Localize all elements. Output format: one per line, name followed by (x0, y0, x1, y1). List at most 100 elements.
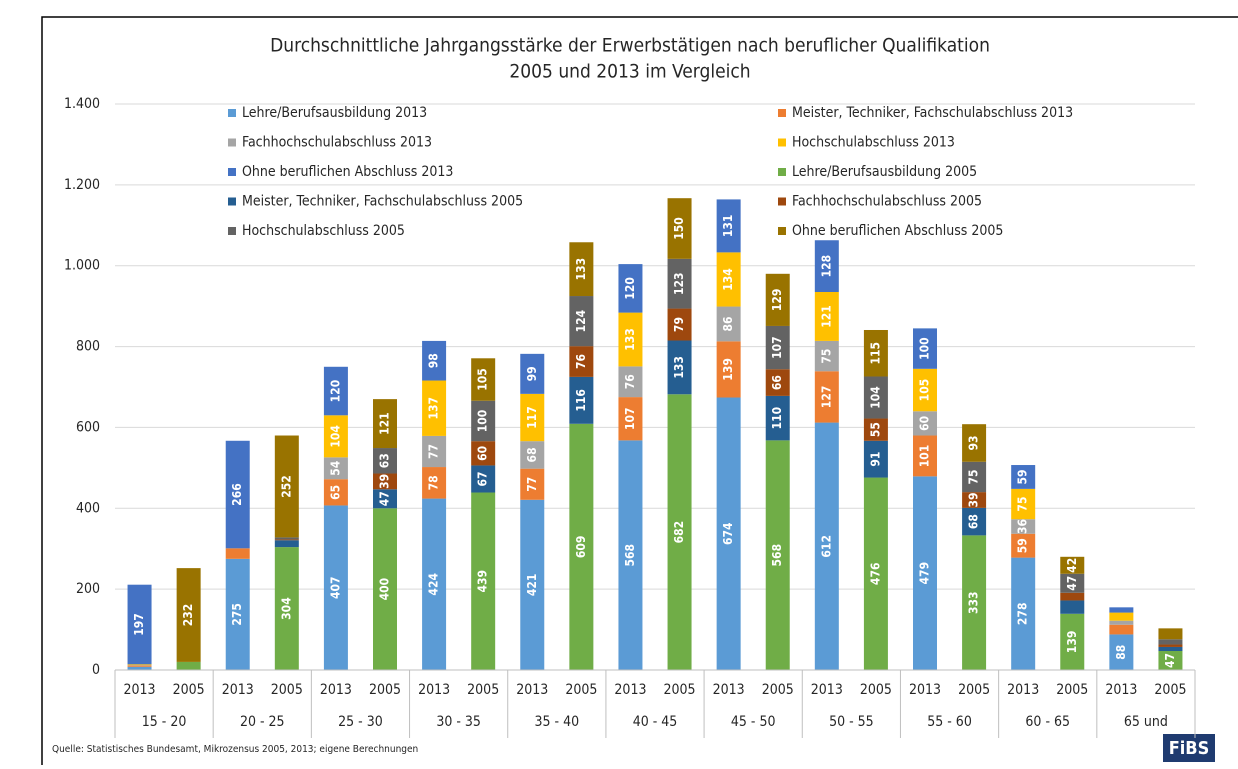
x-tick-label: 2013 (222, 682, 254, 698)
x-tick-label: 2013 (614, 682, 646, 698)
legend-label: Lehre/Berufsausbildung 2013 (242, 105, 427, 121)
bar-segment (1109, 613, 1133, 621)
y-tick-label: 1.000 (64, 258, 100, 274)
group-label: 50 - 55 (829, 714, 874, 730)
value-label: 252 (279, 475, 293, 498)
x-tick-label: 2013 (909, 682, 941, 698)
value-label: 128 (819, 255, 833, 278)
value-label: 76 (574, 354, 588, 369)
value-label: 60 (476, 446, 490, 461)
x-tick-label: 2013 (713, 682, 745, 698)
value-label: 421 (525, 574, 539, 597)
x-tick-label: 2005 (762, 682, 794, 698)
x-tick-label: 2005 (664, 682, 696, 698)
bar-segment (128, 666, 152, 667)
value-label: 77 (525, 477, 539, 492)
x-tick-label: 2005 (958, 682, 990, 698)
legend-swatch (228, 139, 236, 147)
value-label: 100 (918, 337, 932, 360)
value-label: 133 (574, 258, 588, 281)
x-tick-label: 2005 (467, 682, 499, 698)
x-tick-label: 2005 (1154, 682, 1186, 698)
legend-swatch (778, 109, 786, 117)
value-label: 123 (672, 272, 686, 295)
value-label: 127 (819, 386, 833, 409)
legend-swatch (228, 227, 236, 235)
value-label: 60 (918, 416, 932, 431)
value-label: 120 (328, 380, 342, 403)
value-label: 133 (623, 328, 637, 351)
value-label: 65 (328, 485, 342, 500)
value-label: 59 (1016, 538, 1030, 553)
legend-label: Fachhochschulabschluss 2013 (242, 135, 432, 151)
x-tick-label: 2013 (1007, 682, 1039, 698)
logo: FiBS (1169, 738, 1210, 759)
bar-segment (275, 540, 299, 547)
x-tick-label: 2005 (565, 682, 597, 698)
value-label: 68 (967, 514, 981, 529)
value-label: 278 (1016, 603, 1030, 626)
legend-label: Hochschulabschluss 2013 (792, 135, 955, 151)
value-label: 568 (770, 544, 784, 567)
value-label: 439 (476, 570, 490, 593)
bar-segment (1158, 645, 1182, 647)
bar-segment (128, 664, 152, 665)
x-tick-label: 2013 (1105, 682, 1137, 698)
value-label: 133 (672, 356, 686, 379)
value-label: 100 (476, 410, 490, 433)
legend-label: Ohne beruflichen Abschluss 2005 (792, 223, 1003, 239)
value-label: 99 (525, 366, 539, 381)
value-label: 304 (279, 597, 293, 620)
group-label: 30 - 35 (436, 714, 481, 730)
group-label: 60 - 65 (1025, 714, 1070, 730)
y-tick-label: 1.400 (64, 96, 100, 112)
legend-swatch (228, 109, 236, 117)
value-label: 93 (967, 435, 981, 450)
value-label: 609 (574, 536, 588, 559)
chart-title: Durchschnittliche Jahrgangsstärke der Er… (270, 35, 990, 57)
legend-label: Meister, Techniker, Fachschulabschluss 2… (792, 105, 1073, 121)
value-label: 47 (1163, 653, 1177, 668)
value-label: 407 (328, 576, 342, 599)
value-label: 75 (819, 349, 833, 364)
bar-segment (226, 548, 250, 559)
value-label: 75 (1016, 497, 1030, 512)
value-label: 67 (476, 471, 490, 486)
bar-segment (1109, 621, 1133, 625)
value-label: 121 (819, 305, 833, 328)
value-label: 105 (476, 368, 490, 391)
group-label: 25 - 30 (338, 714, 383, 730)
bar-segment (1158, 639, 1182, 644)
value-label: 104 (328, 425, 342, 448)
legend-label: Meister, Techniker, Fachschulabschluss 2… (242, 194, 523, 210)
group-label: 55 - 60 (927, 714, 972, 730)
group-label: 35 - 40 (535, 714, 580, 730)
value-label: 139 (721, 358, 735, 381)
value-label: 68 (525, 447, 539, 462)
value-label: 568 (623, 544, 637, 567)
value-label: 39 (967, 492, 981, 507)
y-tick-label: 600 (76, 419, 100, 435)
value-label: 47 (378, 491, 392, 506)
value-label: 476 (868, 563, 882, 586)
value-label: 150 (672, 217, 686, 240)
value-label: 107 (770, 336, 784, 359)
value-label: 121 (378, 412, 392, 435)
legend-label: Fachhochschulabschluss 2005 (792, 194, 982, 210)
value-label: 86 (721, 316, 735, 331)
bar-segment (275, 537, 299, 539)
value-label: 682 (672, 521, 686, 544)
x-tick-label: 2013 (418, 682, 450, 698)
group-label: 40 - 45 (633, 714, 678, 730)
x-tick-label: 2005 (369, 682, 401, 698)
value-label: 110 (770, 407, 784, 430)
bar-segment (1158, 647, 1182, 651)
x-tick-label: 2005 (173, 682, 205, 698)
x-tick-label: 2013 (516, 682, 548, 698)
group-label: 65 und (1124, 714, 1168, 730)
value-label: 105 (918, 379, 932, 402)
value-label: 197 (132, 613, 146, 636)
legend-label: Ohne beruflichen Abschluss 2013 (242, 164, 453, 180)
value-label: 66 (770, 375, 784, 390)
value-label: 116 (574, 389, 588, 412)
